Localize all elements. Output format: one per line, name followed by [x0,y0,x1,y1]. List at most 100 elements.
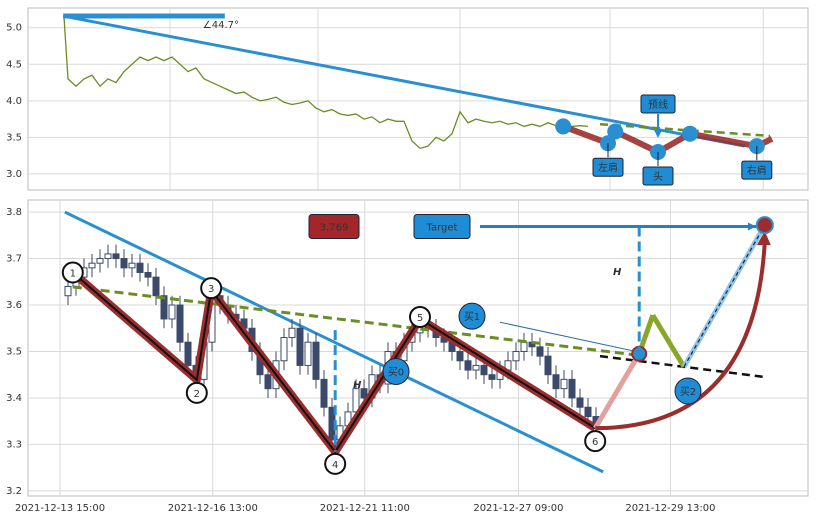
candle-body [520,341,528,352]
x-tick-label: 2021-12-27 09:00 [473,503,563,514]
y-tick-label: 3.5 [6,346,22,357]
buy-marker [458,302,486,330]
x-tick-label: 2021-12-29 13:00 [625,503,715,514]
y-tick-label: 3.6 [6,300,22,311]
pivot-label: 2 [194,389,200,400]
trend-line [62,14,746,148]
pivot [584,430,607,453]
y-tick-label: 3.7 [6,254,22,265]
angle-label: ∠44.7° [203,20,239,31]
projection-segment [650,313,687,369]
candle-body [296,327,304,366]
candle-body [112,253,120,260]
pivot-label: 6 [592,437,598,448]
plot-area [27,7,809,191]
pattern-label: 右肩 [747,164,767,177]
buy-marker [674,377,702,405]
y-tick-label: 5.0 [6,23,22,34]
candle-body [552,374,560,390]
height-label: H [613,267,622,278]
pivot [409,305,431,328]
pivot [324,452,347,475]
target-value-box [308,213,360,239]
candle-body [136,262,144,273]
candle-body [88,262,96,269]
candle-body [120,258,128,269]
pivot-label: 4 [332,460,338,471]
pivot-label: 5 [417,313,423,324]
x-tick-label: 2021-12-16 13:00 [168,503,258,514]
x-tick-label: 2021-12-21 11:00 [320,503,410,514]
pivot [61,261,84,284]
candle-body [288,327,296,339]
panel: 3.2 3.3 3.4 3.5 3.6 3.7 3.8 2021-12-13 15:00 202… [6,199,809,514]
neck-label: 预线 [648,98,668,111]
y-tick-label: 3.5 [6,132,22,143]
candle-body [152,276,160,297]
y-tick-label: 3.8 [6,207,22,218]
neckline [72,285,639,357]
candle-body [544,355,552,376]
projection-segment [593,352,642,430]
buy-label: 买2 [680,386,696,398]
panel: 3.0 3.5 4.0 4.5 5.0 ∠44.7° 左肩头 右肩 预线 [6,7,809,191]
neck-label-box [640,94,676,114]
trend-line [64,210,604,474]
candle-body [264,374,272,390]
x-tick-label: 2021-12-13 15:00 [15,503,105,514]
target-box [413,213,471,239]
candle-body [352,388,360,413]
candle-body [176,304,184,343]
pivot-label: 3 [208,284,214,295]
pattern-point [607,123,624,140]
curve-arrow [595,240,767,431]
pivot [185,381,208,404]
pivot [200,277,223,300]
buy-marker [382,357,410,385]
candle-body [312,341,320,380]
candle-body [168,304,176,320]
candle-body [568,378,576,399]
thin-line [499,321,639,353]
candle-body [96,258,104,264]
candle-body [128,262,136,269]
candle-body [104,253,112,260]
candle-body [488,374,496,380]
candle-body [160,295,168,320]
candle-body [144,271,152,278]
candle-body [560,378,568,390]
candle-body [584,406,592,418]
pattern-label: 左肩 [598,161,618,174]
candle-body [360,388,368,399]
candle-body [480,364,488,376]
pattern-label: 头 [653,171,663,183]
zigzag-inner [72,271,596,454]
target-arrowhead [748,222,756,231]
pattern-label-box [741,160,773,180]
y-tick-label: 3.2 [6,486,22,497]
candle-body [320,378,328,408]
pattern-label-box [642,166,674,186]
y-tick-label: 4.0 [6,96,22,107]
projection-dash [683,224,766,368]
candle-body [464,360,472,371]
y-tick-label: 4.5 [6,59,22,70]
candle-body [184,341,192,366]
curve-arrowhead [756,231,771,246]
price-line [63,16,589,150]
target-value: 3.769 [320,222,349,233]
y-tick-label: 3.3 [6,439,22,450]
candle-body [64,285,72,297]
candle-body [304,341,312,366]
candle-body [456,350,464,362]
pattern-label-box [592,157,624,177]
y-tick-label: 3.0 [6,169,22,180]
plot-area [27,199,809,497]
candle-body [576,397,584,408]
buy-label: 买0 [388,366,404,378]
candle-body [536,346,544,357]
pattern-point [682,125,698,142]
candle-body [512,350,520,362]
height-label: H [353,380,362,391]
